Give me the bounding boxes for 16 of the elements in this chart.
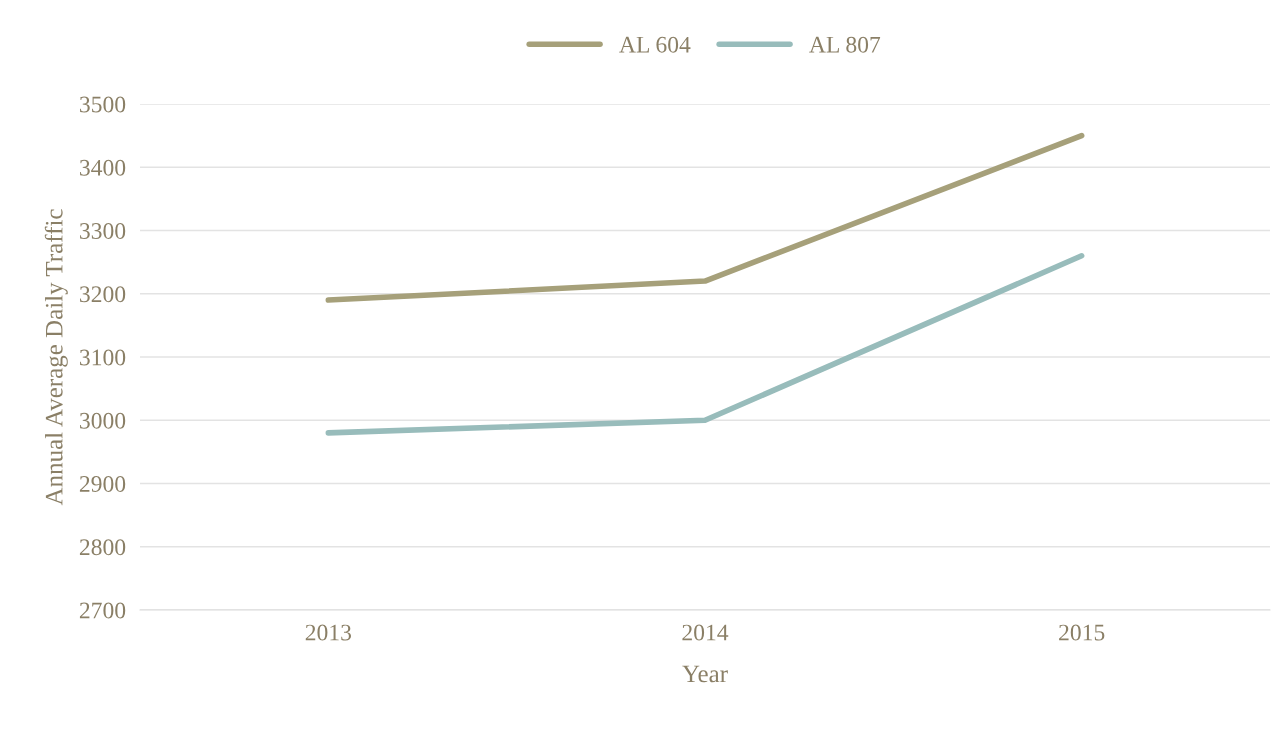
y-tick-label: 3300 xyxy=(80,222,126,239)
x-axis-title: Year xyxy=(682,665,728,683)
x-tick-label: 2014 xyxy=(682,624,729,641)
y-tick-label: 3400 xyxy=(80,159,126,176)
y-tick-label: 3000 xyxy=(80,412,126,429)
legend-label: AL 604 xyxy=(619,36,691,53)
y-tick-label: 2700 xyxy=(79,602,126,619)
y-tick-label: 2800 xyxy=(79,539,126,556)
x-tick-label: 2015 xyxy=(1059,624,1105,641)
y-tick-label: 3200 xyxy=(80,286,126,303)
x-tick-label: 2013 xyxy=(305,624,352,641)
y-tick-label: 3100 xyxy=(80,349,126,366)
legend-label: AL 807 xyxy=(809,36,881,53)
y-tick-label: 2900 xyxy=(79,475,126,492)
y-tick-label: 3500 xyxy=(80,96,126,113)
y-axis-title: Annual Average Daily Traffic xyxy=(44,209,68,506)
